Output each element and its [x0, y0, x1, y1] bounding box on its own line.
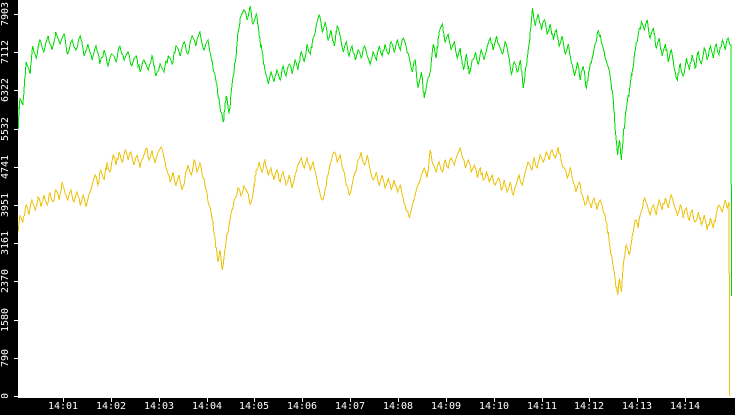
y-axis-band: 0 790 1580 2370 3161 3951 4741 5532 6322 7112 7903 [0, 0, 18, 415]
x-axis-tick [398, 398, 399, 402]
y-axis-tick-label: 1580 [0, 307, 11, 333]
y-axis-tick [14, 90, 18, 91]
x-axis-tick [254, 398, 255, 402]
y-axis-tick [14, 14, 18, 15]
x-axis-tick-label: 14:08 [382, 401, 414, 412]
x-axis-tick-label: 14:04 [191, 401, 223, 412]
y-axis-tick-label: 5532 [0, 116, 11, 142]
y-axis-tick-label: 790 [0, 348, 11, 368]
x-axis-tick-label: 14:06 [286, 401, 318, 412]
x-axis-tick-label: 14:09 [430, 401, 462, 412]
x-axis-tick [302, 398, 303, 402]
x-axis-tick-label: 14:05 [238, 401, 270, 412]
x-axis-tick [159, 398, 160, 402]
y-axis-tick [14, 396, 18, 397]
y-axis-tick [14, 358, 18, 359]
x-axis-tick-label: 14:14 [669, 401, 701, 412]
x-axis-tick [542, 398, 543, 402]
y-axis-tick-label: 6322 [0, 77, 11, 103]
series-line-upper-green [17, 5, 732, 296]
x-axis-tick-label: 14:12 [573, 401, 605, 412]
x-axis-tick [207, 398, 208, 402]
x-axis-tick-label: 14:03 [143, 401, 175, 412]
x-axis-tick-label: 14:07 [334, 401, 366, 412]
x-axis-tick [446, 398, 447, 402]
x-axis-tick [494, 398, 495, 402]
x-axis-tick-label: 14:10 [478, 401, 510, 412]
x-axis-tick [63, 398, 64, 402]
y-axis-tick [14, 320, 18, 321]
y-axis-tick [14, 129, 18, 130]
y-axis-tick [14, 205, 18, 206]
x-axis-tick [589, 398, 590, 402]
x-axis-tick [685, 398, 686, 402]
x-axis-tick-label: 14:01 [47, 401, 79, 412]
series-line-lower-gold [17, 145, 731, 397]
y-axis-tick [14, 281, 18, 282]
x-axis-tick [637, 398, 638, 402]
y-axis-tick [14, 52, 18, 53]
y-axis-tick-label: 3951 [0, 192, 11, 218]
y-axis-tick-label: 3161 [0, 230, 11, 256]
x-axis-tick-label: 14:11 [526, 401, 558, 412]
x-axis-tick-label: 14:02 [95, 401, 127, 412]
x-axis-tick [111, 398, 112, 402]
y-axis-tick-label: 7903 [0, 1, 11, 27]
y-axis-tick-label: 4741 [0, 154, 11, 180]
y-axis-tick-label: 7112 [0, 39, 11, 65]
y-axis-tick [14, 167, 18, 168]
x-axis-tick-label: 14:13 [621, 401, 653, 412]
x-axis-tick [350, 398, 351, 402]
x-axis-band: 14:01 14:02 14:03 14:04 14:05 14:06 14:07 14:08… [0, 398, 735, 415]
y-axis-tick [14, 243, 18, 244]
y-axis-tick-label: 2370 [0, 268, 11, 294]
